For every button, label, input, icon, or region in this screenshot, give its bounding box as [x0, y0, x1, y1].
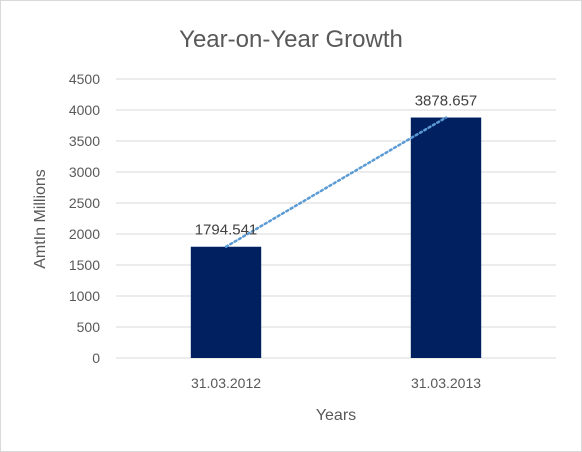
bar-1 [410, 117, 482, 358]
trendline [224, 116, 448, 248]
y-tick-label-3: 1500 [69, 257, 100, 273]
data-label-0: 1794.541 [195, 222, 258, 239]
y-axis-ticks: 0 500 1000 1500 2000 2500 3000 3500 4000 4500 [69, 71, 100, 366]
y-axis-label: AmtIn Millions [32, 169, 49, 269]
y-tick-label-4: 2000 [69, 226, 100, 242]
chart-title: Year-on-Year Growth [179, 26, 403, 53]
data-label-1: 3878.657 [415, 93, 478, 110]
bar-0 [190, 246, 262, 358]
x-tick-label-0: 31.03.2012 [191, 375, 261, 391]
y-tick-label-8: 4000 [69, 102, 100, 118]
grid-lines [116, 78, 556, 359]
x-axis-ticks: 31.03.2012 31.03.2013 [191, 375, 481, 391]
y-tick-label-5: 2500 [69, 195, 100, 211]
y-tick-label-2: 1000 [69, 288, 100, 304]
data-labels: 1794.541 3878.657 [195, 93, 478, 239]
y-tick-label-7: 3500 [69, 133, 100, 149]
x-tick-label-1: 31.03.2013 [411, 375, 481, 391]
trendline-layer [224, 116, 448, 248]
y-tick-label-6: 3000 [69, 164, 100, 180]
y-tick-label-1: 500 [77, 319, 101, 335]
y-tick-label-0: 0 [92, 350, 100, 366]
y-tick-label-9: 4500 [69, 71, 100, 87]
x-axis-label: Years [316, 407, 356, 424]
bars [190, 117, 482, 358]
